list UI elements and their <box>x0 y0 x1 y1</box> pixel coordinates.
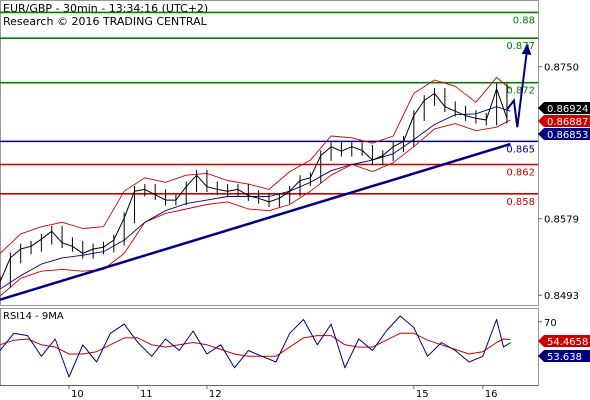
level-label-resistance: 0.872 <box>506 86 535 97</box>
rsi-y-tick-label: 70 <box>544 318 557 329</box>
chart-credit: Research © 2016 TRADING CENTRAL <box>3 15 207 28</box>
forecast-arrow-head <box>521 44 532 55</box>
last-price-tag <box>538 115 590 127</box>
level-label-resistance: 0.88 <box>513 15 535 26</box>
price-y-tick-label: 0.8579 <box>544 215 579 226</box>
price-y-tick-label: 0.8750 <box>544 63 579 74</box>
x-tick-label: 16 <box>485 389 498 400</box>
rsi-value-tag-label: 54.4658 <box>547 337 588 348</box>
rsi-title: RSI14 - 9MA <box>3 311 64 322</box>
price-y-tick-label: 0.8493 <box>544 291 579 302</box>
support-trendline <box>0 142 511 301</box>
x-tick-label: 12 <box>209 389 222 400</box>
x-tick-label: 11 <box>140 389 153 400</box>
last-price-tag-label: 0.86924 <box>547 104 588 115</box>
rsi-value-tag <box>538 335 590 347</box>
price-panel-frame <box>0 0 539 306</box>
last-price-tag-label: 0.86853 <box>547 130 588 141</box>
last-price-tag <box>538 102 590 114</box>
rsi-panel-frame <box>0 308 539 386</box>
x-tick-label: 10 <box>71 389 84 400</box>
bollinger-upper-band <box>0 76 511 254</box>
level-label-support: 0.858 <box>506 197 535 208</box>
level-label-resistance: 0.877 <box>506 41 535 52</box>
level-label-support: 0.862 <box>506 168 535 179</box>
forecast-arrow-path <box>506 44 529 128</box>
last-price-tag-label: 0.86887 <box>547 117 588 128</box>
x-tick-label: 15 <box>416 389 429 400</box>
rsi-value-tag-label: 53.638 <box>547 352 582 363</box>
price-close-line <box>0 88 508 283</box>
rsi-series-rsi14 <box>0 315 511 378</box>
last-price-tag <box>538 128 590 140</box>
rsi-series-9ma <box>0 332 511 357</box>
level-label-pivot: 0.865 <box>506 144 535 155</box>
bollinger-lower-band <box>0 119 511 297</box>
rsi-value-tag <box>538 350 590 362</box>
